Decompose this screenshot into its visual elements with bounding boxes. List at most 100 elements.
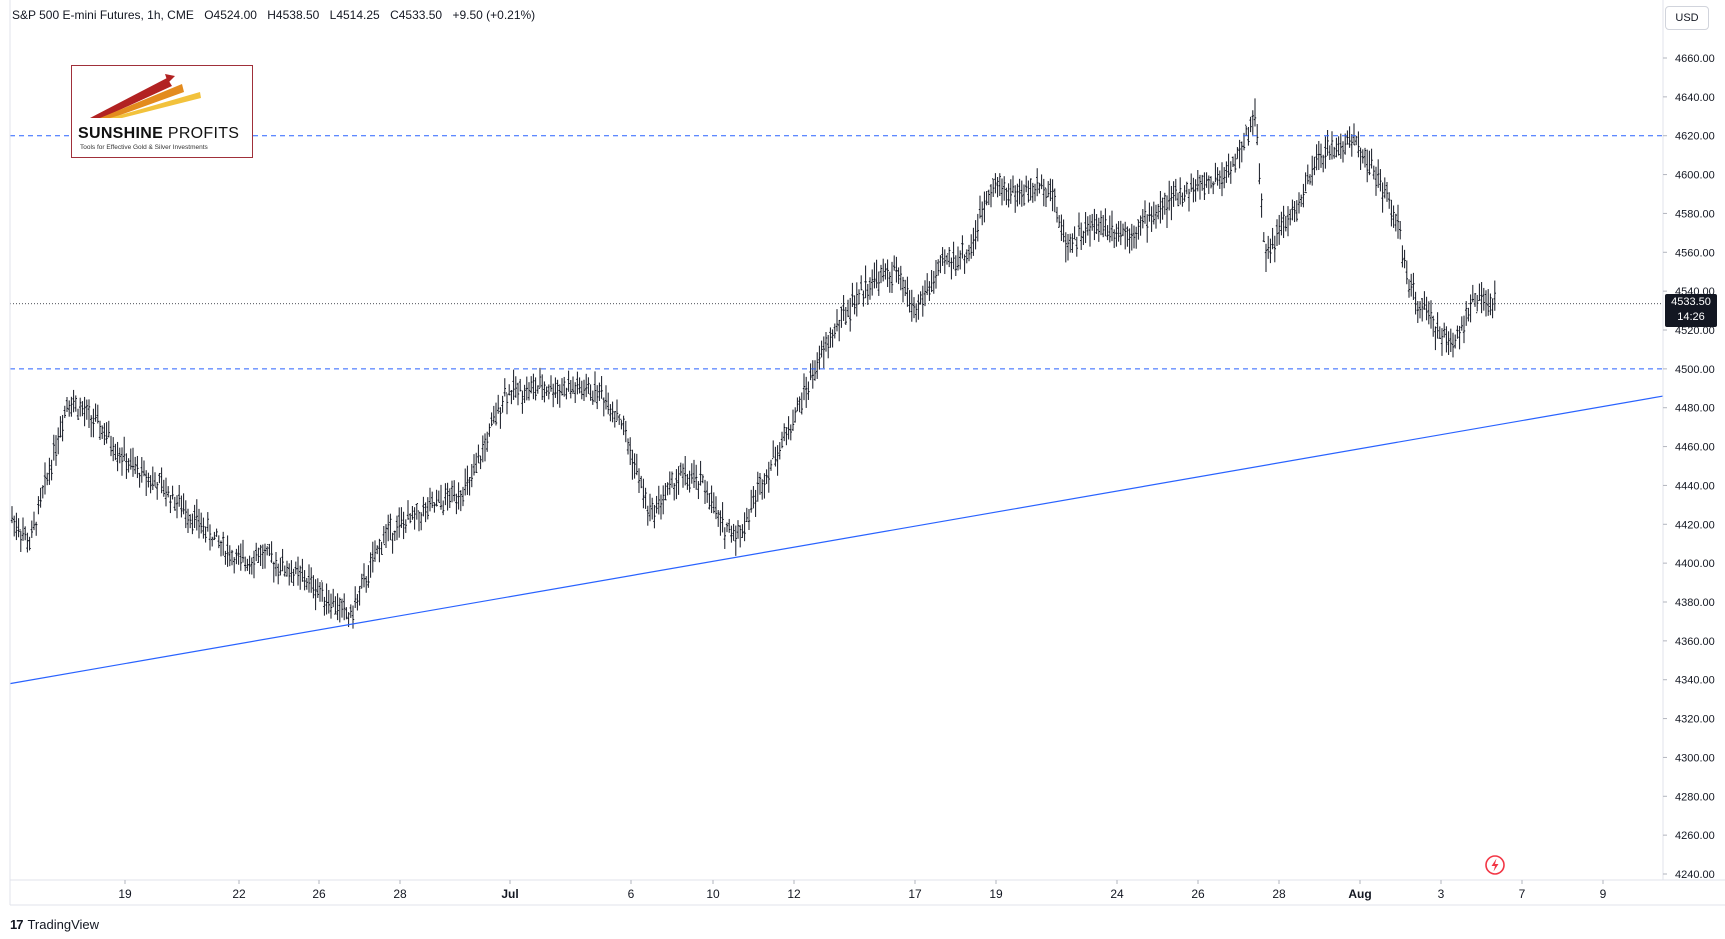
tradingview-footer[interactable]: 17 TradingView bbox=[10, 917, 99, 932]
ohlc-bar bbox=[798, 396, 801, 413]
ohlc-bar bbox=[567, 370, 570, 392]
ohlc-bar bbox=[1031, 182, 1034, 203]
ohlc-bar bbox=[1168, 180, 1171, 211]
ohlc-bar bbox=[439, 484, 443, 510]
ohlc-bar bbox=[1271, 227, 1274, 250]
ohlc-bar bbox=[138, 472, 141, 488]
x-tick-label: 7 bbox=[1519, 887, 1526, 901]
symbol-title[interactable]: S&P 500 E-mini Futures, 1h, CME bbox=[12, 8, 194, 22]
ohlc-bar bbox=[318, 582, 322, 602]
ohlc-bar bbox=[446, 482, 449, 511]
ohlc-bar bbox=[228, 545, 231, 567]
ohlc-bar bbox=[536, 385, 539, 394]
ohlc-bar bbox=[17, 518, 20, 538]
ohlc-bar bbox=[244, 556, 247, 572]
ohlc-bar bbox=[879, 264, 883, 284]
ohlc-bar bbox=[321, 580, 324, 602]
ohlc-bar bbox=[1350, 134, 1353, 157]
axes-layer: 4240.00 4260.00 4280.00 4300.00 4320.00 4340.… bbox=[9, 0, 1725, 906]
logo-tagline: Tools for Effective Gold & Silver Invest… bbox=[80, 144, 208, 151]
ohlc-bar bbox=[156, 481, 159, 500]
ohlc-bar bbox=[1005, 187, 1008, 206]
ohlc-bar bbox=[1337, 136, 1340, 156]
ohlc-bar bbox=[468, 477, 471, 496]
ohlc-bar bbox=[248, 555, 251, 575]
ohlc-bar bbox=[367, 565, 370, 588]
ohlc-bar bbox=[860, 275, 863, 291]
ohlc-bar bbox=[1434, 326, 1437, 351]
ohlc-bar bbox=[1071, 233, 1074, 253]
ohlc-bar bbox=[345, 607, 348, 620]
ohlc-bar bbox=[68, 400, 71, 417]
ohlc-bar bbox=[941, 247, 944, 266]
ohlc-bar bbox=[743, 512, 746, 542]
ohlc-bar bbox=[609, 404, 612, 422]
ohlc-bar bbox=[246, 558, 249, 571]
ohlc-bar bbox=[593, 371, 597, 403]
ohlc-bar bbox=[963, 254, 966, 274]
ohlc-bar bbox=[1106, 225, 1109, 241]
ohlc-bar bbox=[371, 541, 374, 573]
ohlc-bar bbox=[294, 561, 297, 575]
lightning-icon[interactable] bbox=[1484, 854, 1506, 876]
x-tick-label: 19 bbox=[118, 887, 132, 901]
ohlc-bar bbox=[255, 542, 258, 562]
ohlc-bar bbox=[761, 479, 764, 500]
tradingview-logo-icon: 17 bbox=[10, 917, 24, 932]
ohlc-bar bbox=[1238, 139, 1241, 169]
ohlc-bar bbox=[714, 496, 718, 520]
ohlc-bar bbox=[193, 504, 196, 529]
ohlc-bar bbox=[398, 507, 401, 538]
y-tick-label: 4660.00 bbox=[1675, 53, 1715, 65]
x-tick-label: 10 bbox=[706, 887, 720, 901]
ohlc-bar bbox=[395, 515, 399, 541]
ohlc-bar bbox=[340, 598, 344, 618]
ohlc-bar bbox=[358, 585, 361, 606]
ohlc-bar bbox=[365, 576, 368, 593]
ohlc-bar bbox=[384, 524, 388, 549]
ohlc-bar bbox=[1150, 206, 1153, 232]
ohlc-bar bbox=[387, 514, 390, 542]
ohlc-bar bbox=[796, 397, 799, 412]
ohlc-bar bbox=[356, 594, 359, 611]
ohlc-bar bbox=[624, 420, 627, 443]
ohlc-bar bbox=[514, 376, 517, 398]
ohlc-bar bbox=[893, 255, 896, 271]
levels-layer bbox=[9, 135, 1664, 685]
ohlc-bar bbox=[998, 173, 1001, 196]
ohlc-bar bbox=[1119, 220, 1122, 246]
ohlc-bar bbox=[864, 265, 867, 299]
ohlc-bar bbox=[772, 440, 775, 460]
ohlc-bar bbox=[541, 374, 544, 400]
ohlc-bar bbox=[325, 583, 328, 615]
ohlc-bar bbox=[167, 486, 170, 498]
ohlc-bar bbox=[1000, 178, 1004, 206]
ohlc-bar bbox=[1025, 175, 1028, 193]
ohlc-bar bbox=[882, 258, 885, 282]
ohlc-bar bbox=[46, 472, 49, 486]
ohlc-bar bbox=[1447, 331, 1450, 355]
x-tick-label: 28 bbox=[393, 887, 407, 901]
ohlc-bar bbox=[756, 471, 759, 502]
ohlc-bar bbox=[626, 438, 630, 455]
ohlc-bar bbox=[956, 246, 960, 271]
ohlc-bar bbox=[1203, 172, 1206, 200]
ohlc-bar bbox=[160, 467, 163, 494]
currency-button[interactable]: USD bbox=[1665, 6, 1709, 30]
ohlc-bar bbox=[1289, 209, 1292, 226]
ohlc-bar bbox=[263, 543, 267, 569]
ohlc-bar bbox=[884, 263, 887, 280]
ohlc-bar bbox=[684, 456, 687, 486]
y-tick-label: 4360.00 bbox=[1675, 636, 1715, 648]
ohlc-bar bbox=[1346, 130, 1349, 145]
ohlc-bar bbox=[1445, 326, 1448, 353]
ohlc-bar bbox=[488, 423, 491, 437]
ohlc-bar bbox=[360, 573, 363, 589]
ohlc-bar bbox=[1214, 162, 1217, 184]
ohlc-bar bbox=[754, 489, 757, 517]
ohlc-bar bbox=[552, 383, 555, 408]
ohlc-bar bbox=[380, 541, 383, 555]
ohlc-bar bbox=[140, 457, 143, 483]
